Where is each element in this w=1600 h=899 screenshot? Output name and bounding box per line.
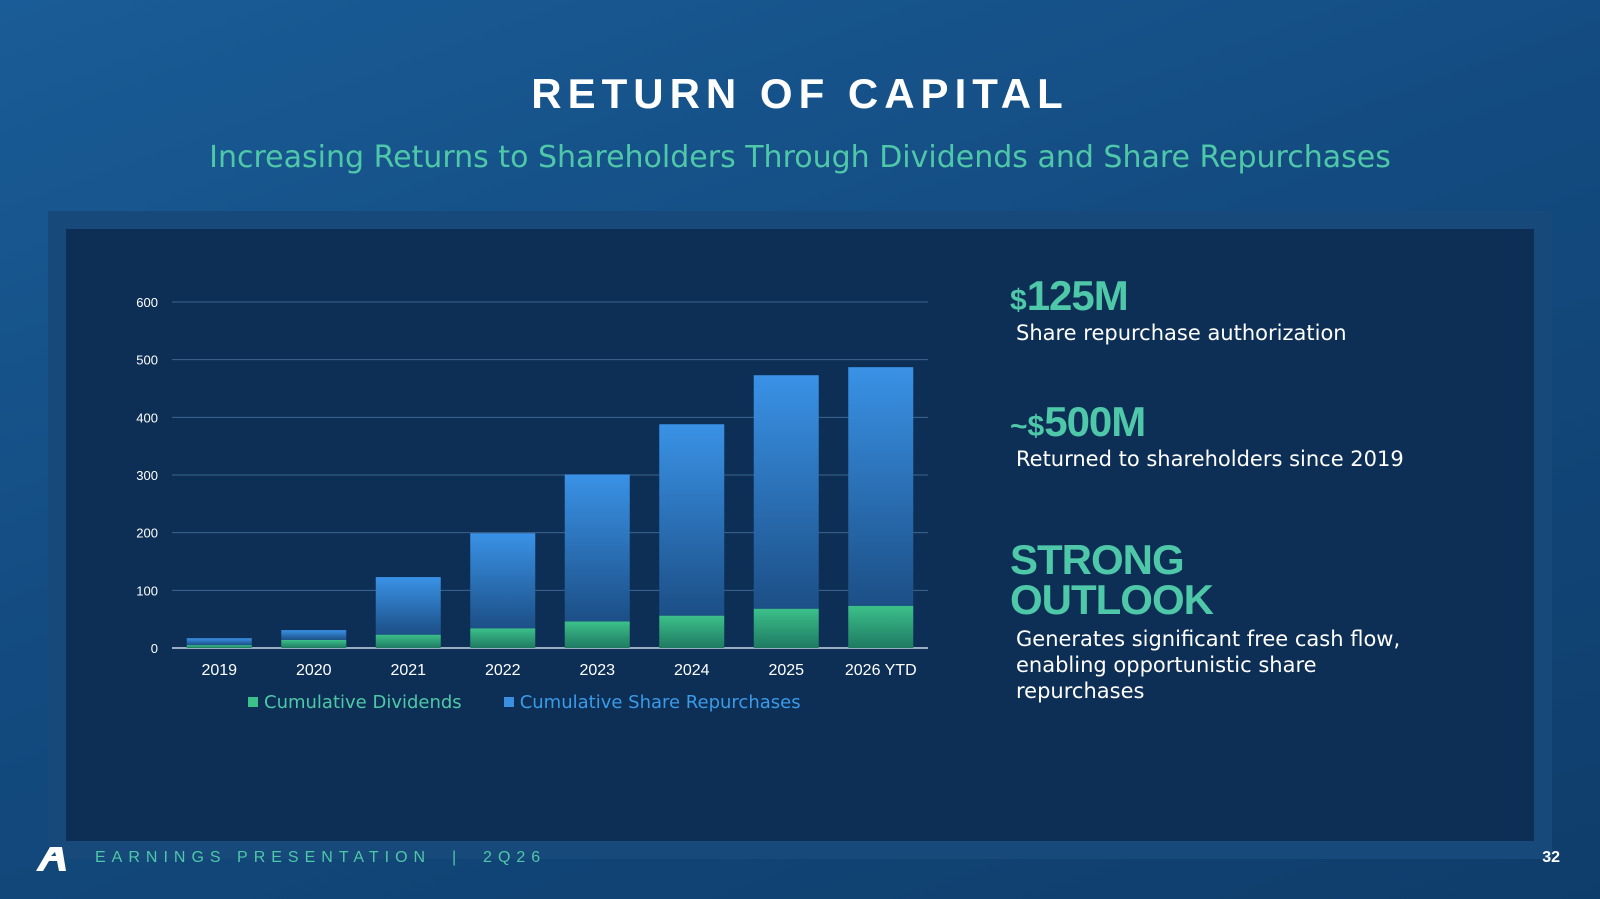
bar-dividends	[186, 645, 252, 648]
chart-legend: Cumulative Dividends Cumulative Share Re…	[248, 690, 801, 714]
y-tick-label: 100	[136, 583, 158, 598]
bar-dividends	[281, 639, 347, 648]
x-tick-label: 2020	[296, 662, 332, 679]
x-tick-label: 2025	[768, 662, 804, 679]
y-tick-label: 0	[151, 641, 158, 656]
bar-repurchases	[753, 375, 819, 609]
stat-authorization: $125M Share repurchase authorization	[1010, 272, 1347, 346]
bar-dividends	[470, 628, 536, 648]
bar-dividends	[564, 621, 630, 648]
bar-repurchases	[375, 577, 441, 635]
x-tick-label: 2022	[485, 662, 521, 679]
stat-authorization-prefix: $	[1010, 284, 1027, 317]
bar-dividends	[848, 605, 914, 648]
outlook-description: Generates significant free cash flow, en…	[1016, 627, 1401, 703]
company-a-logo-icon	[36, 847, 66, 871]
slide-title: RETURN OF CAPITAL	[531, 70, 1069, 117]
bar-repurchases	[848, 367, 914, 606]
footer-presentation-label: EARNINGS PRESENTATION | 2Q26	[95, 849, 547, 866]
bar-dividends	[753, 608, 819, 648]
x-tick-label: 2023	[579, 662, 615, 679]
x-tick-label: 2026 YTD	[845, 662, 917, 679]
legend-swatch-dividends	[248, 697, 258, 707]
legend-label-repurchases: Cumulative Share Repurchases	[519, 691, 801, 713]
stat-returned-amount: ~$500M	[1010, 398, 1404, 446]
stat-outlook: STRONG OUTLOOK Generates significant fre…	[1010, 536, 1436, 704]
page-number: 32	[1542, 849, 1560, 866]
bar-dividends	[375, 634, 441, 648]
y-tick-label: 600	[136, 295, 158, 310]
outlook-heading: STRONG OUTLOOK	[1010, 536, 1410, 623]
stat-authorization-value: 125M	[1026, 272, 1129, 319]
bar-repurchases	[281, 630, 347, 640]
y-tick-label: 500	[136, 353, 158, 368]
stat-returned-prefix: ~$	[1010, 410, 1045, 443]
slide-subtitle: Increasing Returns to Shareholders Throu…	[209, 140, 1391, 175]
stat-returned-description: Returned to shareholders since 2019	[1016, 447, 1404, 471]
stat-authorization-description: Share repurchase authorization	[1016, 321, 1347, 345]
x-tick-label: 2024	[674, 662, 710, 679]
x-tick-label: 2019	[201, 662, 237, 679]
outlook-heading-line1: STRONG	[1010, 536, 1185, 583]
y-tick-label: 300	[136, 468, 158, 483]
legend-item-dividends: Cumulative Dividends	[248, 690, 462, 714]
bar-repurchases	[470, 533, 536, 629]
legend-swatch-repurchases	[503, 697, 514, 707]
bar-repurchases	[186, 638, 252, 646]
stat-returned: ~$500M Returned to shareholders since 20…	[1010, 398, 1404, 472]
stat-authorization-amount: $125M	[1010, 272, 1347, 320]
bar-repurchases	[659, 424, 725, 616]
legend-label-dividends: Cumulative Dividends	[264, 691, 462, 713]
y-tick-label: 400	[136, 410, 158, 425]
stat-returned-value: 500M	[1044, 398, 1146, 445]
y-tick-label: 200	[136, 526, 158, 541]
outlook-heading-line2: OUTLOOK	[1010, 576, 1214, 623]
bar-repurchases	[564, 474, 630, 622]
legend-item-repurchases: Cumulative Share Repurchases	[503, 690, 801, 714]
x-tick-label: 2021	[390, 662, 426, 679]
bar-dividends	[659, 615, 725, 648]
